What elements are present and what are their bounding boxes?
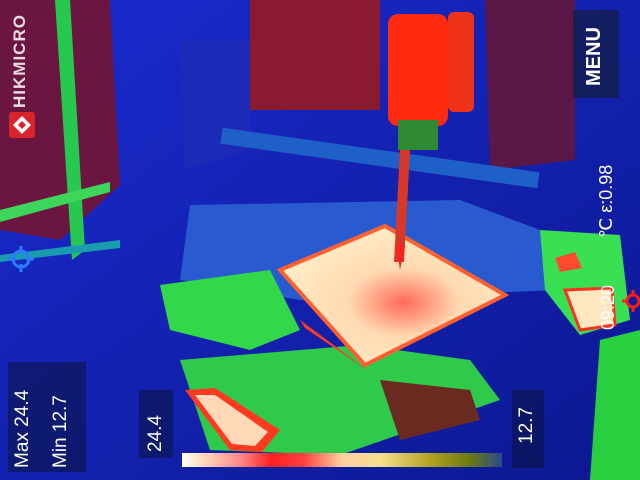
crosshair-icon bbox=[8, 246, 34, 272]
menu-label[interactable]: MENU bbox=[583, 27, 605, 86]
scale-low-value: 12.7 bbox=[516, 407, 537, 444]
spot-marker-icon bbox=[622, 290, 640, 312]
scale-low-panel bbox=[512, 390, 544, 468]
clock-time: 09:20 bbox=[598, 284, 618, 330]
brand-name: HIKMICRO bbox=[10, 14, 29, 108]
color-palette-bar bbox=[182, 453, 502, 467]
min-temperature: Min 12.7 bbox=[50, 395, 71, 468]
menu-button[interactable] bbox=[573, 10, 619, 98]
max-temperature: Max 24.4 bbox=[12, 389, 33, 468]
hikmicro-logo-icon bbox=[9, 112, 35, 138]
scale-high-value: 24.4 bbox=[145, 415, 166, 452]
stats-panel bbox=[8, 362, 86, 472]
scale-high-panel bbox=[139, 390, 173, 458]
unit-emissivity-status: ℃ ε:0.98 bbox=[596, 164, 616, 238]
